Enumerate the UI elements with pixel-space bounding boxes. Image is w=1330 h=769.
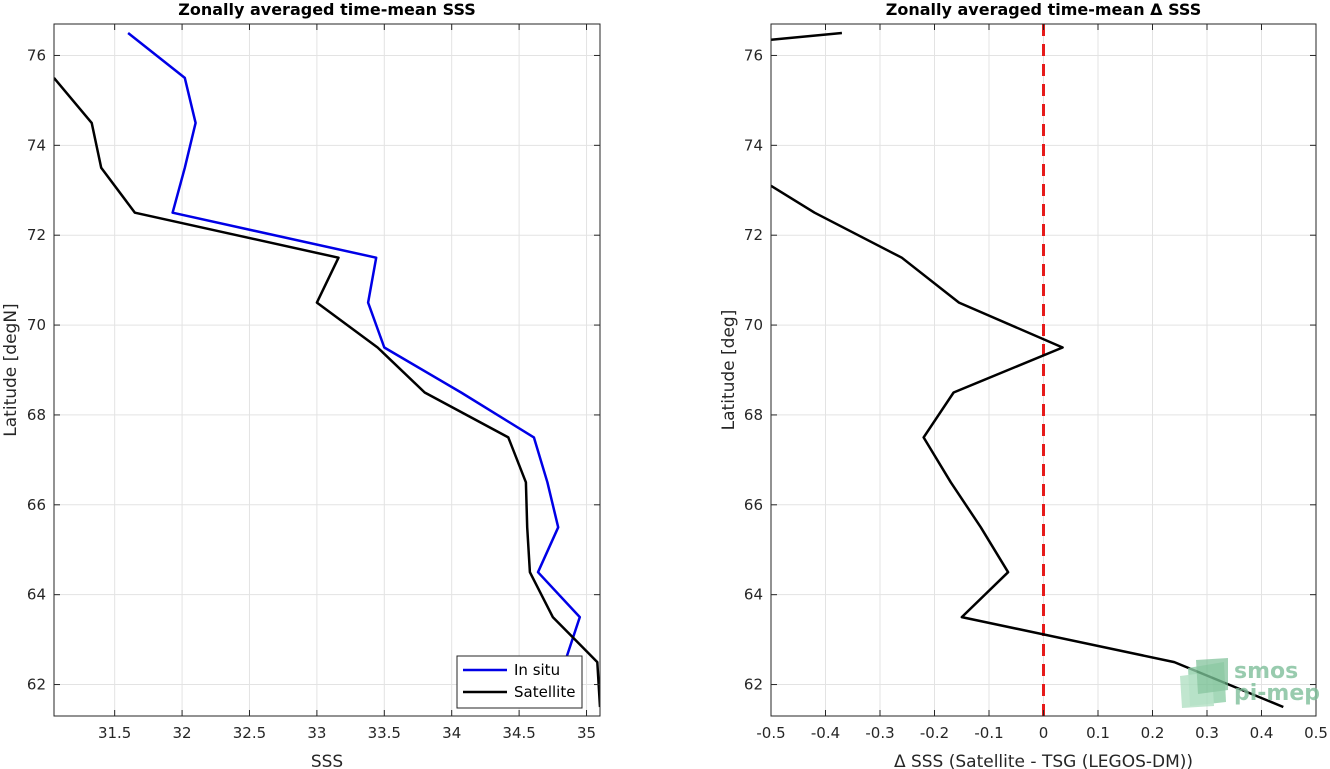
y-tick-label: 66	[27, 496, 46, 514]
legend-label-satellite: Satellite	[514, 683, 575, 701]
legend: In situ Satellite	[456, 655, 583, 709]
y-tick-label: 64	[27, 586, 46, 604]
x-tick-label: -0.1	[974, 724, 1003, 742]
x-tick-label: 0.2	[1141, 724, 1165, 742]
y-axis-label: Latitude [deg]	[719, 310, 739, 431]
y-tick-label: 74	[27, 136, 46, 154]
x-tick-label: -0.5	[756, 724, 785, 742]
y-tick-label: 70	[27, 316, 46, 334]
x-tick-label: 32	[173, 724, 192, 742]
x-tick-label: 0.3	[1195, 724, 1219, 742]
x-axis-label: SSS	[311, 752, 343, 769]
series-line-satellite	[54, 77, 600, 708]
chart-title: Zonally averaged time-mean Δ SSS	[886, 0, 1202, 19]
chart-title: Zonally averaged time-mean SSS	[178, 0, 476, 19]
y-tick-label: 72	[27, 226, 46, 244]
x-tick-label: -0.4	[811, 724, 840, 742]
x-tick-label: 34.5	[502, 724, 535, 742]
x-tick-label: 34	[442, 724, 461, 742]
y-tick-label: 64	[744, 586, 763, 604]
x-tick-label: 31.5	[98, 724, 131, 742]
legend-label-in-situ: In situ	[514, 661, 560, 679]
x-tick-label: 0.5	[1304, 724, 1328, 742]
y-tick-label: 68	[744, 406, 763, 424]
y-tick-label: 62	[27, 676, 46, 694]
x-tick-label: 35	[577, 724, 596, 742]
y-tick-label: 72	[744, 226, 763, 244]
x-tick-label: 33.5	[368, 724, 401, 742]
y-tick-label: 74	[744, 136, 763, 154]
x-tick-label: 0.1	[1086, 724, 1110, 742]
logo-text-smos: smos	[1234, 659, 1298, 684]
y-tick-label: 76	[27, 46, 46, 64]
logo-text-pi-mep: pi-mep	[1234, 681, 1320, 706]
series-line-delta-sss	[771, 31, 843, 41]
y-tick-label: 66	[744, 496, 763, 514]
legend-box	[456, 655, 583, 709]
smos-pi-mep-logo: smos pi-mep	[1180, 658, 1320, 708]
series-line-delta-sss	[771, 184, 1284, 709]
x-tick-label: 33	[307, 724, 326, 742]
y-tick-label: 76	[744, 46, 763, 64]
x-tick-label: -0.3	[865, 724, 894, 742]
y-tick-label: 62	[744, 676, 763, 694]
x-tick-label: -0.2	[920, 724, 949, 742]
right-panel: -0.5 -0.4 -0.3 -0.2 -0.1 0 0.1 0.2 0.3 0.4 0.5 62 64…	[719, 0, 1328, 769]
y-axis-label: Latitude [degN]	[1, 303, 21, 436]
x-axis-label: Δ SSS (Satellite - TSG (LEGOS-DM))	[894, 752, 1193, 769]
x-tick-label: 0	[1039, 724, 1049, 742]
plot-area	[54, 24, 600, 716]
series-line-in-situ	[127, 32, 582, 708]
y-tick-label: 70	[744, 316, 763, 334]
x-tick-label: 0.4	[1250, 724, 1274, 742]
y-tick-label: 68	[27, 406, 46, 424]
x-tick-label: 32.5	[233, 724, 266, 742]
axes-box	[53, 23, 601, 717]
left-panel: 31.5 32 32.5 33 33.5 34 34.5 35 62 64 66 68 70 72 74 76…	[1, 0, 601, 769]
